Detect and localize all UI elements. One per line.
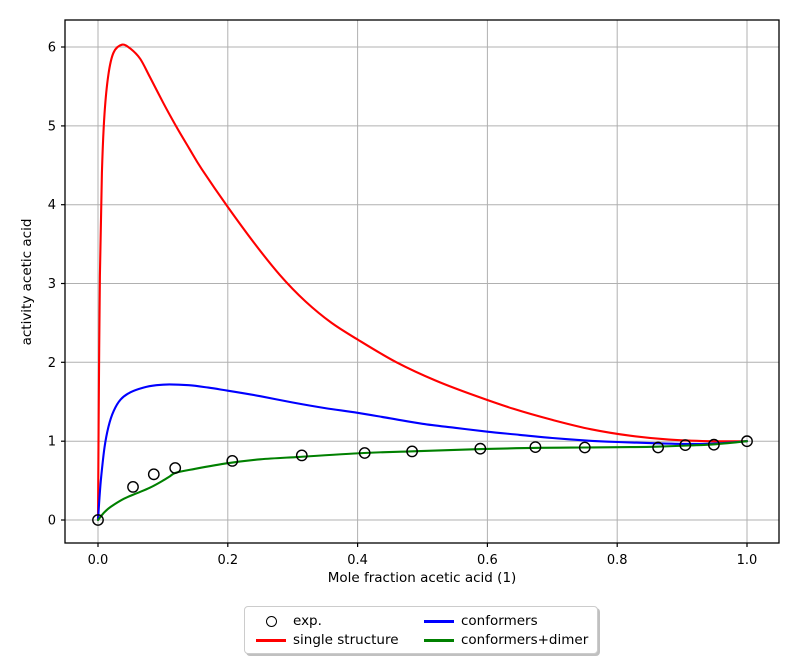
axes-spines	[64, 19, 780, 544]
legend-label-single-structure: single structure	[293, 632, 399, 648]
x-tick-label-5: 1.0	[737, 553, 758, 568]
blue-line-icon	[424, 620, 454, 623]
y-tick-label-1: 1	[48, 435, 56, 450]
data-point-exp-5	[295, 449, 308, 462]
curve-conformers-dimer	[96, 440, 749, 522]
legend-marker-conformers	[417, 612, 461, 631]
y-tick-label-2: 2	[48, 356, 56, 371]
legend-label-exp: exp.	[293, 613, 322, 629]
data-point-exp-7	[406, 445, 418, 458]
data-point-exp-0	[92, 514, 104, 526]
curve-single-structure	[96, 43, 749, 522]
data-point-exp-13	[708, 438, 720, 451]
data-point-exp-2	[147, 468, 160, 481]
x-axis-label: Mole fraction acetic acid (1)	[327, 570, 517, 586]
red-line-icon	[256, 639, 286, 642]
data-point-exp-6	[358, 447, 371, 459]
legend-marker-conformers-dimer	[417, 631, 461, 650]
data-point-exp-10	[578, 441, 591, 454]
curve-conformers	[96, 383, 749, 522]
y-tick-label-0: 0	[48, 514, 56, 529]
data-point-exp-9	[529, 441, 542, 453]
green-line-icon	[424, 639, 454, 642]
x-tick-label-2: 0.4	[347, 553, 368, 568]
legend-marker-exp	[249, 612, 293, 631]
data-point-exp-1	[127, 480, 139, 493]
y-tick-label-6: 6	[48, 41, 56, 56]
y-tick-label-3: 3	[48, 277, 56, 292]
legend: exp. conformers single structure conform…	[244, 606, 598, 654]
data-point-exp-12	[679, 439, 692, 451]
data-point-exp-14	[741, 435, 753, 448]
open-circle-icon	[265, 616, 277, 627]
x-tick-label-0: 0.0	[88, 553, 109, 568]
data-point-exp-11	[652, 441, 664, 454]
y-tick-label-4: 4	[48, 198, 56, 213]
x-tick-label-3: 0.6	[477, 553, 498, 568]
legend-label-conformers-dimer: conformers+dimer	[461, 632, 589, 648]
x-tick-label-4: 0.8	[607, 553, 628, 568]
legend-marker-single-structure	[249, 631, 293, 650]
x-tick-label-1: 0.2	[217, 553, 238, 568]
data-point-exp-8	[474, 442, 487, 455]
data-point-exp-4	[226, 454, 239, 467]
legend-label-conformers: conformers	[461, 613, 538, 629]
y-tick-label-5: 5	[48, 119, 56, 134]
y-axis-label: activity acetic acid	[19, 218, 35, 346]
data-point-exp-3	[169, 462, 182, 474]
